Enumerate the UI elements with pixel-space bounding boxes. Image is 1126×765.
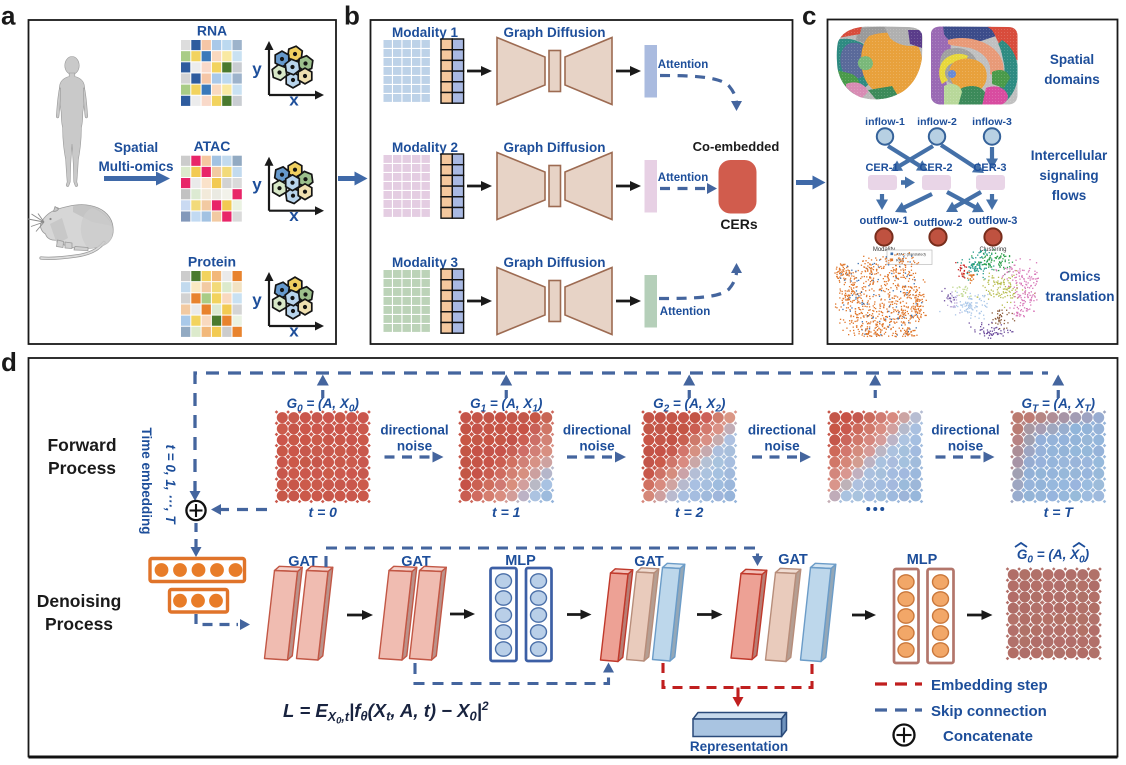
svg-text:inflow-1: inflow-1: [865, 116, 905, 128]
svg-text:Attention: Attention: [658, 172, 708, 184]
svg-text:Attention: Attention: [660, 306, 710, 318]
svg-text:Modality 3: Modality 3: [392, 255, 459, 270]
svg-text:Modality 2: Modality 2: [392, 140, 458, 155]
svg-text:Process: Process: [45, 614, 113, 634]
svg-text:GAT: GAT: [634, 554, 664, 570]
svg-text:Modality: Modality: [873, 247, 895, 253]
svg-text:Graph Diffusion: Graph Diffusion: [504, 25, 606, 40]
svg-text:Embedding step: Embedding step: [931, 677, 1048, 694]
svg-text:Denoising: Denoising: [37, 591, 122, 611]
svg-text:b: b: [344, 1, 360, 31]
svg-text:Spatial: Spatial: [1050, 52, 1094, 67]
svg-text:Concatenate: Concatenate: [943, 728, 1033, 745]
svg-text:Spatial: Spatial: [114, 140, 158, 155]
svg-text:y: y: [252, 175, 262, 194]
svg-text:inflow-3: inflow-3: [972, 116, 1012, 128]
svg-text:Modality 1: Modality 1: [392, 25, 459, 40]
svg-text:ATAC: ATAC: [194, 138, 231, 154]
svg-text:noise: noise: [397, 439, 433, 454]
svg-text:x: x: [289, 91, 299, 110]
svg-text:noise: noise: [579, 439, 615, 454]
svg-text:outflow-1: outflow-1: [860, 215, 909, 227]
svg-text:signaling: signaling: [1039, 168, 1098, 183]
svg-text:Multi-omics: Multi-omics: [98, 159, 173, 174]
svg-text:G1 = (A, X1): G1 = (A, X1): [470, 396, 543, 415]
svg-text:Clustering: Clustering: [979, 247, 1006, 253]
svg-text:Omics: Omics: [1059, 269, 1100, 284]
svg-text:directional: directional: [563, 423, 631, 438]
svg-text:Time embedding: Time embedding: [139, 427, 154, 534]
svg-text:GAT: GAT: [401, 554, 431, 570]
svg-text:GT = (A, XT): GT = (A, XT): [1022, 396, 1096, 415]
svg-text:y: y: [252, 291, 262, 310]
svg-text:GAT: GAT: [778, 552, 808, 568]
svg-text:CER-3: CER-3: [973, 162, 1006, 174]
svg-text:Graph Diffusion: Graph Diffusion: [504, 255, 606, 270]
svg-text:t = 0, 1, ···, T: t = 0, 1, ···, T: [163, 444, 178, 525]
svg-text:t = 0: t = 0: [309, 504, 338, 520]
svg-text:G0 = (A, X0): G0 = (A, X0): [1017, 547, 1090, 566]
svg-text:MLP: MLP: [907, 552, 938, 568]
svg-text:G2 = (A, X2): G2 = (A, X2): [653, 396, 726, 415]
svg-text:x: x: [289, 206, 299, 225]
svg-text:directional: directional: [931, 423, 999, 438]
svg-text:noise: noise: [764, 439, 800, 454]
svg-text:Forward: Forward: [47, 435, 116, 455]
svg-text:GAT: GAT: [288, 554, 318, 570]
svg-text:MLP: MLP: [505, 553, 536, 569]
svg-text:directional: directional: [748, 423, 816, 438]
svg-text:flows: flows: [1052, 188, 1087, 203]
svg-text:outflow-3: outflow-3: [969, 215, 1018, 227]
svg-text:Co-embedded: Co-embedded: [693, 139, 780, 154]
svg-text:t = T: t = T: [1044, 504, 1075, 520]
svg-text:RNA: RNA: [896, 259, 904, 263]
svg-text:CER-1: CER-1: [865, 162, 898, 174]
svg-text:Intercellular: Intercellular: [1031, 148, 1108, 163]
svg-text:CERs: CERs: [720, 216, 758, 232]
svg-text:RNA: RNA: [197, 23, 227, 39]
svg-text:a: a: [1, 1, 16, 31]
svg-text:d: d: [1, 347, 17, 377]
svg-text:Protein: Protein: [188, 254, 236, 270]
svg-text:x: x: [289, 322, 299, 341]
svg-text:ATAC (translated): ATAC (translated): [896, 253, 927, 257]
svg-text:Process: Process: [48, 458, 116, 478]
svg-text:noise: noise: [948, 439, 984, 454]
svg-text:inflow-2: inflow-2: [917, 116, 957, 128]
svg-text:y: y: [252, 60, 262, 79]
svg-text:G0 = (A, X0): G0 = (A, X0): [287, 396, 360, 415]
svg-text:Skip connection: Skip connection: [931, 703, 1047, 720]
svg-text:CER-2: CER-2: [919, 162, 952, 174]
svg-text:directional: directional: [380, 423, 448, 438]
svg-text:outflow-2: outflow-2: [914, 217, 963, 229]
svg-text:t = 2: t = 2: [675, 504, 704, 520]
svg-text:Attention: Attention: [658, 59, 708, 71]
svg-text:c: c: [802, 1, 816, 31]
svg-text:t = 1: t = 1: [492, 504, 521, 520]
svg-text:domains: domains: [1044, 72, 1100, 87]
svg-text:translation: translation: [1045, 289, 1114, 304]
svg-text:Graph Diffusion: Graph Diffusion: [504, 140, 606, 155]
svg-text:Representation: Representation: [690, 739, 788, 754]
